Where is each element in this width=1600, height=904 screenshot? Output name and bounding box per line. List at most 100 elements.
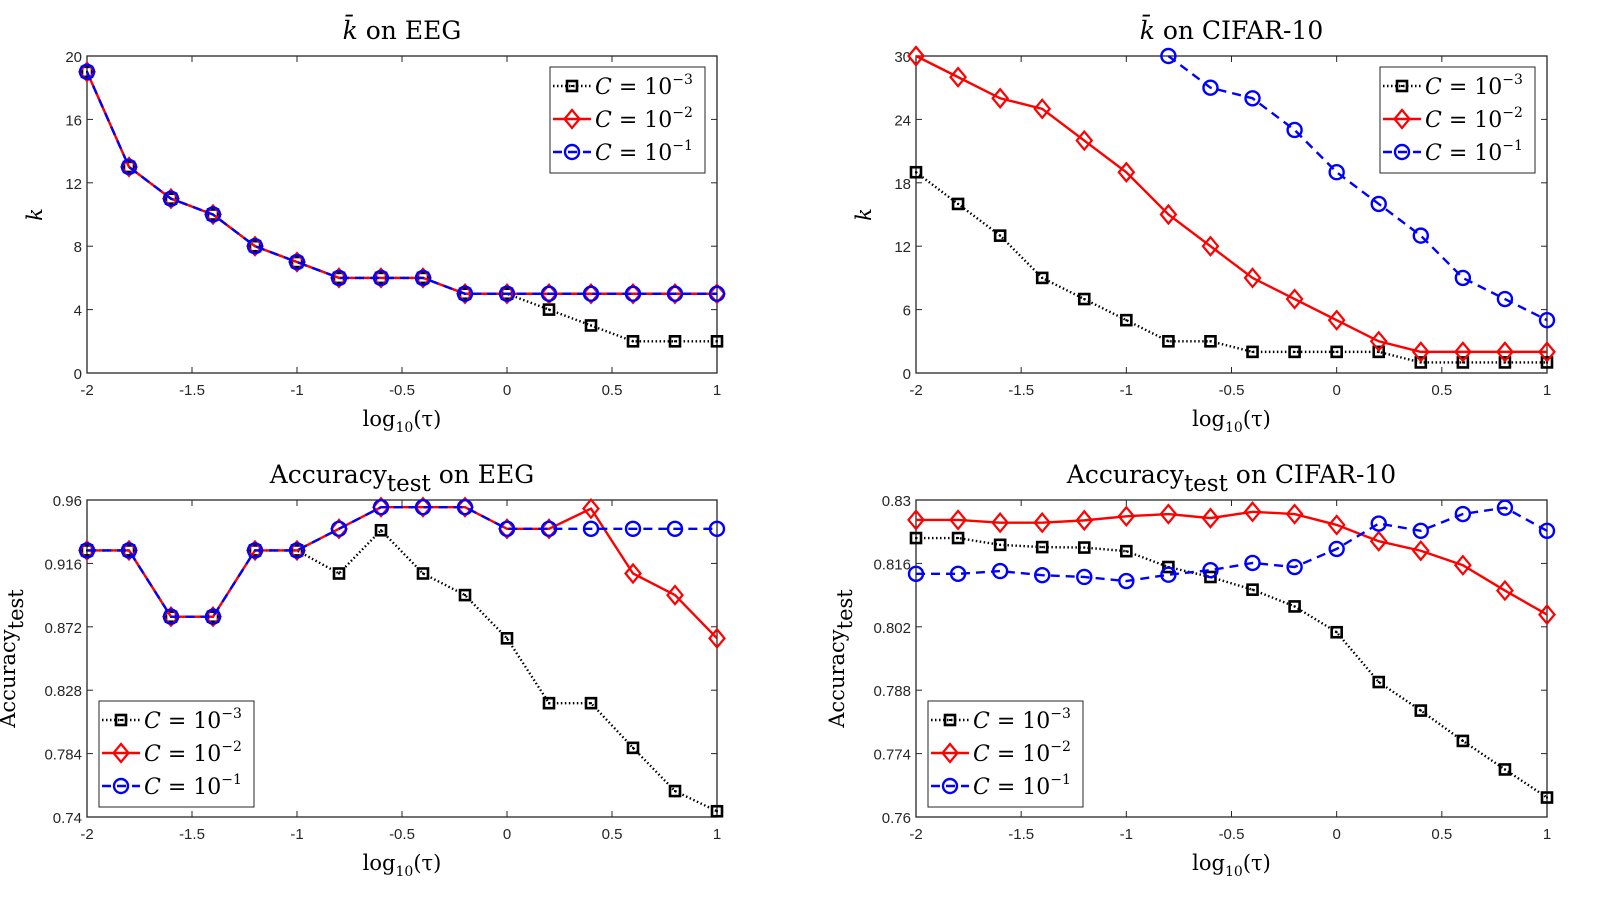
data-point: [626, 741, 640, 755]
legend-exponent: −3: [672, 72, 693, 88]
data-point-center: [1419, 709, 1422, 712]
data-point: [1411, 540, 1430, 562]
x-tick-label: -2: [80, 382, 93, 399]
legend-item[interactable]: C = 10−1: [1383, 138, 1523, 166]
title-text: on CIFAR-10: [1155, 16, 1323, 45]
data-point: [708, 627, 726, 650]
data-point: [1538, 341, 1556, 363]
data-point: [1285, 288, 1304, 310]
x-tick-label: -0.5: [1219, 826, 1245, 843]
data-point: [624, 562, 642, 585]
series-line: [915, 54, 1547, 354]
data-point: [909, 531, 923, 545]
x-label-subscript: 10: [1225, 864, 1243, 880]
data-point-center: [1377, 681, 1380, 684]
x-label-base: log: [1192, 851, 1225, 875]
series-2: [907, 45, 1556, 363]
x-tick-label: -1: [1120, 826, 1133, 843]
legend-eq: = 10: [990, 709, 1050, 734]
legend-var: C: [595, 108, 612, 133]
legend-eq: = 10: [612, 141, 672, 166]
y-label-main: k: [23, 208, 47, 221]
data-point: [1538, 311, 1556, 329]
series-line: [916, 506, 1548, 583]
legend-item[interactable]: C = 10−2: [102, 739, 242, 767]
legend: C = 10−3 C = 10−2 C = 10−1: [98, 700, 255, 808]
data-point: [1160, 47, 1177, 65]
legend-item[interactable]: C = 10−1: [553, 138, 693, 166]
data-point: [949, 66, 967, 88]
data-point-center: [1546, 796, 1548, 799]
data-point: [991, 87, 1010, 109]
y-tick-label: 0.74: [53, 810, 82, 827]
x-tick-label: 1: [713, 826, 721, 843]
data-point: [206, 208, 220, 221]
y-label-subscript: test: [833, 589, 857, 630]
data-point: [456, 499, 474, 516]
data-point: [372, 499, 390, 516]
data-point: [991, 562, 1009, 580]
y-tick-label: 4: [74, 303, 82, 320]
legend-item[interactable]: C = 10−3: [1383, 72, 1523, 100]
data-point-center: [590, 324, 592, 327]
data-point-center: [1083, 298, 1086, 301]
data-point: [1160, 566, 1177, 583]
legend-eq: = 10: [1442, 75, 1502, 100]
data-point-center: [1041, 276, 1044, 279]
data-point: [624, 520, 642, 538]
legend-item[interactable]: C = 10−2: [931, 739, 1071, 767]
legend-item[interactable]: C = 10−2: [553, 105, 693, 133]
data-point: [456, 285, 474, 302]
legend-exponent: −2: [672, 105, 693, 121]
legend-item[interactable]: C = 10−3: [931, 706, 1071, 734]
x-tick-label: 0.5: [602, 826, 623, 843]
data-point: [582, 285, 600, 302]
x-tick-label: 0: [503, 826, 511, 843]
legend-item[interactable]: C = 10−3: [553, 72, 693, 100]
data-point: [458, 588, 472, 602]
legend-marker-square-icon: [565, 79, 579, 93]
data-point: [1412, 227, 1430, 244]
chart-title: k̄ on CIFAR-10: [1140, 16, 1324, 45]
legend-var: C: [595, 141, 612, 166]
data-point: [1454, 269, 1472, 287]
legend-label: C = 10−2: [595, 105, 693, 133]
title-variable: k̄: [1140, 16, 1155, 45]
legend-var: C: [144, 742, 161, 767]
x-tick-label: -1: [1120, 382, 1133, 399]
y-tick-label: 0.96: [53, 493, 82, 510]
data-point: [1372, 675, 1386, 689]
legend-marker-diamond-icon: [563, 108, 581, 130]
title-variable: Accuracy: [269, 460, 388, 489]
y-tick-label: 0.83: [882, 493, 911, 510]
legend-marker-diamond-icon: [1393, 108, 1411, 130]
x-tick-label: -1: [290, 382, 303, 399]
data-point-center: [674, 790, 676, 793]
data-point: [1328, 164, 1345, 181]
legend-exponent: −3: [1502, 72, 1523, 88]
x-tick-label: -2: [80, 826, 93, 843]
chart-acc-cifar: -2 -1.5 -1 -0.5 0 0.5 1 0.76 0.774 0.788 0.802 0.81…: [825, 460, 1556, 880]
data-point: [1456, 356, 1470, 369]
data-point: [708, 285, 726, 302]
series-line: [916, 536, 1548, 799]
title-variable: k̄: [343, 16, 358, 45]
y-tick-label: 16: [65, 112, 82, 129]
data-point: [949, 509, 967, 531]
data-point: [624, 285, 642, 302]
legend-item[interactable]: C = 10−2: [1383, 105, 1523, 133]
data-point: [1244, 554, 1261, 572]
legend-marker-square-icon-center: [120, 719, 122, 721]
y-tick-label: 0.788: [873, 683, 911, 700]
x-label-subscript: 10: [1225, 420, 1243, 436]
y-tick-label: 18: [894, 176, 911, 193]
legend-item[interactable]: C = 10−1: [931, 772, 1071, 800]
data-point: [414, 269, 432, 287]
series-3: [78, 63, 726, 302]
legend-item[interactable]: C = 10−3: [102, 706, 242, 734]
data-point-center: [1335, 631, 1338, 634]
y-label-main: Accuracy: [825, 629, 849, 729]
legend-item[interactable]: C = 10−1: [102, 772, 242, 800]
